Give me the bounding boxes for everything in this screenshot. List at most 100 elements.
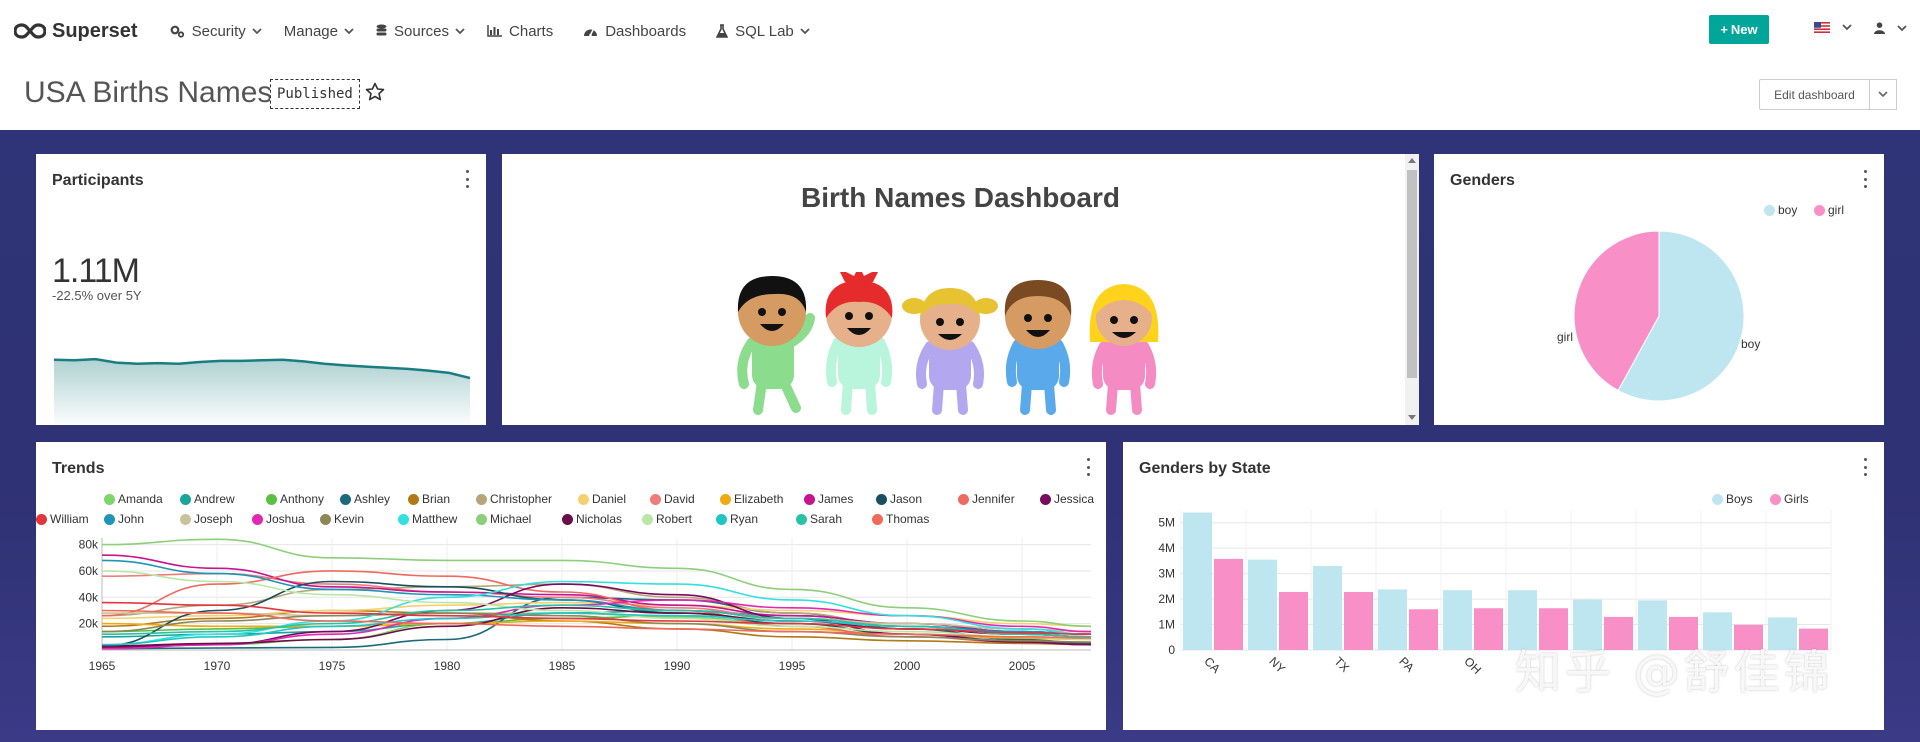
x-tick-label: PA	[1396, 654, 1417, 675]
nav-sql-lab[interactable]: SQL Lab	[716, 23, 810, 40]
series-line[interactable]	[101, 604, 1092, 638]
database-icon	[376, 24, 387, 38]
legend-dot	[1770, 493, 1781, 505]
edit-dashboard-button[interactable]: Edit dashboard	[1759, 79, 1870, 110]
new-button[interactable]: + New	[1709, 15, 1769, 44]
genders-card: Genders boy girl boy girl	[1434, 154, 1884, 425]
bar-girls[interactable]	[1214, 558, 1243, 650]
scrollbar-thumb[interactable]	[1407, 170, 1417, 378]
bar-girls[interactable]	[1474, 608, 1503, 650]
legend-item[interactable]: Thomas	[872, 512, 929, 526]
bar-boys[interactable]	[1508, 590, 1537, 650]
legend-label: Daniel	[592, 492, 627, 506]
legend-dot	[398, 513, 409, 525]
x-tick-label: 1970	[204, 659, 231, 673]
published-badge[interactable]: Published	[270, 79, 360, 109]
legend-item[interactable]: Boys	[1712, 492, 1753, 506]
legend-item[interactable]: Michael	[476, 512, 531, 526]
series-line[interactable]	[101, 583, 1092, 649]
nav-manage[interactable]: Manage	[284, 23, 354, 40]
scrollbar[interactable]	[1405, 154, 1419, 425]
legend-item[interactable]: Anthony	[266, 492, 324, 506]
legend-item[interactable]: girl	[1814, 203, 1844, 217]
more-options-icon[interactable]	[466, 170, 470, 188]
series-line[interactable]	[101, 609, 1092, 639]
legend-item[interactable]: Jessica	[1040, 492, 1094, 506]
legend-item[interactable]: Jennifer	[958, 492, 1015, 506]
bar-girls[interactable]	[1279, 591, 1308, 650]
bar-girls[interactable]	[1734, 624, 1763, 650]
legend-item[interactable]: Girls	[1770, 492, 1809, 506]
more-options-icon[interactable]	[1864, 170, 1868, 188]
legend-dot	[1040, 493, 1051, 505]
legend-item[interactable]: boy	[1764, 203, 1797, 217]
top-navbar: Superset Security Manage Sources Charts …	[0, 0, 1920, 62]
legend-dot	[876, 493, 887, 505]
legend-item[interactable]: William	[36, 512, 89, 526]
brand[interactable]: Superset	[14, 20, 138, 43]
nav-charts[interactable]: Charts	[487, 23, 553, 40]
genders-pie-chart: boy girl	[1557, 230, 1760, 402]
legend-item[interactable]: Kevin	[320, 512, 364, 526]
legend-item[interactable]: Nicholas	[562, 512, 622, 526]
chevron-down-icon	[252, 27, 262, 35]
nav-dashboards[interactable]: Dashboards	[583, 23, 686, 40]
dashboard-icon	[583, 25, 598, 37]
dashboard-menu-caret[interactable]	[1869, 79, 1897, 110]
bar-boys[interactable]	[1183, 512, 1212, 650]
user-menu[interactable]	[1874, 22, 1907, 34]
legend-item[interactable]: Ashley	[340, 492, 390, 506]
bar-girls[interactable]	[1604, 616, 1633, 650]
bar-boys[interactable]	[1313, 566, 1342, 650]
scroll-down-arrow-icon[interactable]	[1408, 415, 1416, 420]
legend-item[interactable]: Matthew	[398, 512, 457, 526]
legend-item[interactable]: Brian	[408, 492, 450, 506]
nav-security[interactable]: Security	[170, 23, 262, 40]
favorite-star-icon[interactable]	[365, 82, 385, 107]
pie-slice-boy[interactable]	[1617, 230, 1745, 402]
legend-item[interactable]: Ryan	[716, 512, 758, 526]
legend-item[interactable]: Elizabeth	[720, 492, 783, 506]
series-line[interactable]	[101, 601, 1092, 635]
bar-girls[interactable]	[1669, 616, 1698, 650]
dashboard-title[interactable]: USA Births Names	[24, 76, 273, 109]
bar-boys[interactable]	[1573, 599, 1602, 650]
legend-item[interactable]: Joshua	[252, 512, 305, 526]
more-options-icon[interactable]	[1864, 458, 1868, 476]
bar-girls[interactable]	[1539, 608, 1568, 650]
chevron-down-icon	[1878, 91, 1888, 98]
series-line[interactable]	[101, 538, 1092, 628]
bar-boys[interactable]	[1768, 617, 1797, 650]
legend-item[interactable]: John	[104, 512, 144, 526]
legend-item[interactable]: Daniel	[578, 492, 626, 506]
legend-item[interactable]: Amanda	[104, 492, 163, 506]
bar-boys[interactable]	[1703, 612, 1732, 650]
nav-dashboards-label: Dashboards	[605, 22, 687, 40]
legend-item[interactable]: Sarah	[796, 512, 842, 526]
legend-item[interactable]: Christopher	[476, 492, 552, 506]
legend-item[interactable]: David	[650, 492, 695, 506]
x-tick-label: 1990	[664, 659, 691, 673]
legend-item[interactable]: Joseph	[180, 512, 233, 526]
legend-dot	[1814, 204, 1825, 216]
legend-item[interactable]: Jason	[876, 492, 922, 506]
bar-girls[interactable]	[1344, 591, 1373, 650]
chevron-down-icon	[344, 27, 354, 35]
bar-boys[interactable]	[1638, 600, 1667, 650]
nav-sources[interactable]: Sources	[376, 23, 465, 40]
gears-icon	[170, 25, 185, 38]
bar-girls[interactable]	[1799, 628, 1828, 650]
bar-boys[interactable]	[1378, 589, 1407, 650]
bar-girls[interactable]	[1409, 609, 1438, 650]
series-line[interactable]	[101, 570, 1092, 641]
legend-item[interactable]: Andrew	[180, 492, 235, 506]
legend-label: James	[818, 492, 854, 506]
scroll-up-arrow-icon[interactable]	[1408, 158, 1416, 163]
bar-boys[interactable]	[1443, 590, 1472, 650]
language-selector[interactable]	[1814, 22, 1852, 33]
bar-boys[interactable]	[1248, 559, 1277, 650]
pie-slice-girl[interactable]	[1573, 230, 1660, 392]
more-options-icon[interactable]	[1087, 458, 1091, 476]
legend-item[interactable]: James	[804, 492, 853, 506]
legend-item[interactable]: Robert	[642, 512, 692, 526]
